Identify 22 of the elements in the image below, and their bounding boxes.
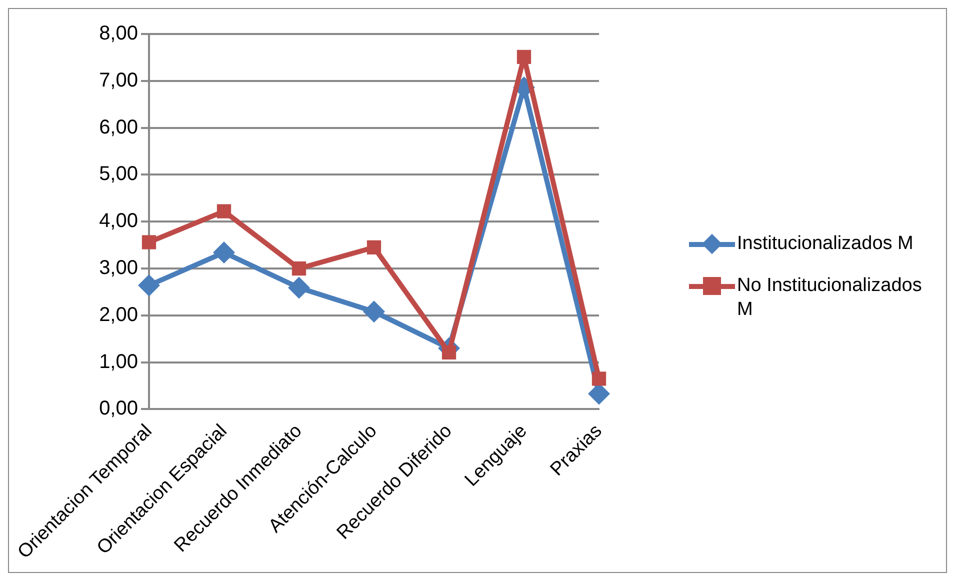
legend-label: Institucionalizados M [737,232,914,256]
y-tick-label: 0,00 [99,398,138,420]
point [142,235,156,250]
legend-label: No Institucionalizados M [737,274,923,322]
y-tick-label: 4,00 [99,210,138,232]
point [138,274,160,296]
point [288,276,310,299]
y-tick-label: 3,00 [99,257,138,280]
point [292,261,306,276]
y-tick-label: 6,00 [99,116,138,138]
point [216,204,232,218]
y-tick-label: 5,00 [99,163,138,186]
y-tick-label: 8,00 [99,22,138,45]
point [442,345,456,360]
y-tick-label: 7,00 [99,69,138,92]
point [366,240,382,254]
point [516,50,532,64]
point [363,300,385,323]
point [592,372,606,386]
y-tick-label: 2,00 [99,304,138,326]
point [213,242,235,264]
y-tick-label: 1,00 [99,350,138,373]
